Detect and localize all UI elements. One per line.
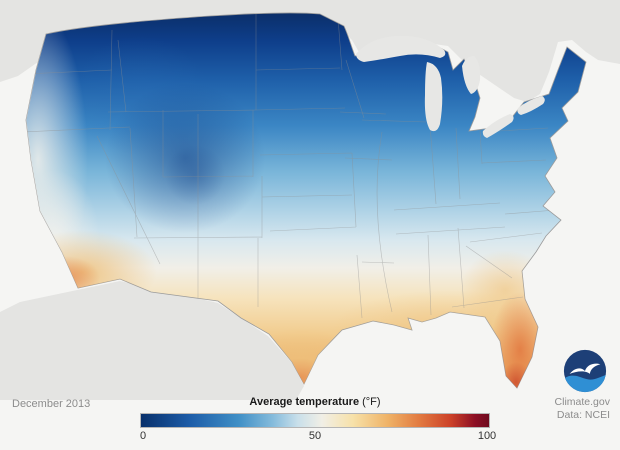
colorbar-tick-0: 0 bbox=[139, 430, 147, 442]
legend-unit: (°F) bbox=[362, 396, 381, 408]
lake-superior bbox=[356, 35, 446, 62]
colorbar-tick-100: 100 bbox=[477, 430, 497, 442]
lake-erie bbox=[482, 114, 514, 138]
map-date: December 2013 bbox=[12, 398, 91, 410]
lake-huron bbox=[462, 56, 481, 94]
mexico-landmass bbox=[0, 281, 304, 400]
noaa-logo[interactable] bbox=[562, 348, 608, 394]
legend: Average temperature (°F) 0 50 100 bbox=[140, 396, 496, 442]
great-lakes bbox=[356, 35, 545, 138]
credit-data-ncei[interactable]: Data: NCEI bbox=[556, 408, 610, 421]
state-borders bbox=[26, 14, 557, 319]
lake-ontario bbox=[517, 96, 545, 115]
legend-title-text: Average temperature bbox=[249, 396, 360, 408]
credits: Climate.gov Data: NCEI bbox=[555, 396, 610, 421]
noaa-sea bbox=[563, 374, 607, 393]
colorbar bbox=[140, 413, 490, 428]
colorbar-tick-50: 50 bbox=[308, 430, 322, 442]
noaa-bird-icon bbox=[569, 363, 601, 374]
us-temperature-map bbox=[0, 0, 620, 400]
lake-michigan bbox=[424, 62, 443, 132]
legend-title: Average temperature (°F) bbox=[140, 396, 490, 408]
credit-climate-gov[interactable]: Climate.gov bbox=[554, 396, 610, 408]
